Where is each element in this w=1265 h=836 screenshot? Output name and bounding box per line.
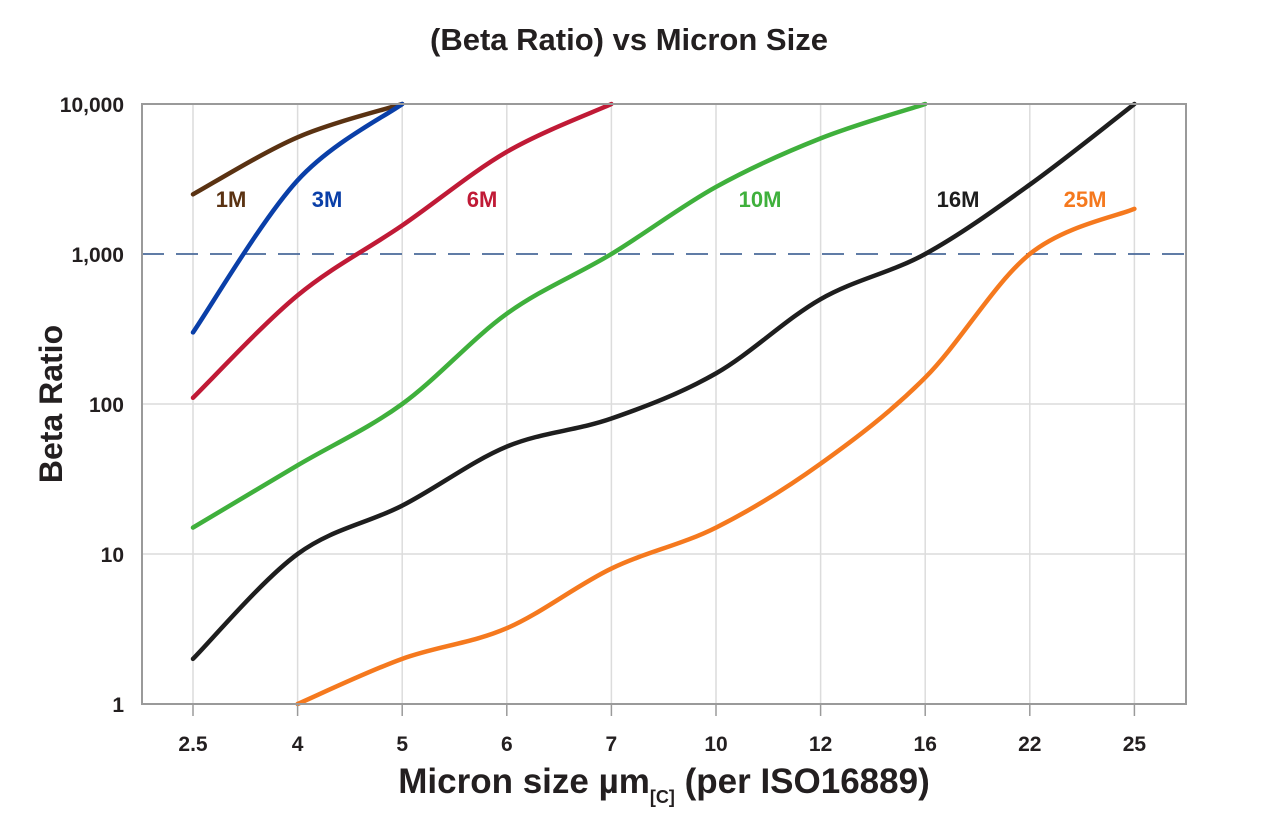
chart-title: (Beta Ratio) vs Micron Size: [430, 22, 828, 57]
x-tick-label: 10: [704, 733, 727, 756]
x-tick-label: 22: [1018, 733, 1041, 756]
x-axis-label-main: Micron size µm: [398, 762, 650, 801]
x-axis-label: Micron size µm[C] (per ISO16889): [398, 762, 929, 807]
y-tick-label: 10: [101, 544, 124, 567]
y-tick-label: 1: [112, 694, 124, 717]
series-line-25M: [295, 206, 1137, 707]
series-label-6M: 6M: [467, 187, 498, 212]
x-tick-label: 25: [1123, 733, 1147, 756]
x-tick-label: 5: [396, 733, 408, 756]
x-tick-label: 7: [606, 733, 618, 756]
series-label-10M: 10M: [739, 187, 782, 212]
series-label-3M: 3M: [312, 187, 343, 212]
y-tick-label: 1,000: [71, 244, 124, 267]
series-line-6M: [190, 101, 614, 401]
x-tick-label: 6: [501, 733, 513, 756]
x-axis-label-sub: [C]: [650, 787, 675, 807]
series-line-16M: [190, 101, 1137, 662]
x-tick-label: 2.5: [178, 733, 208, 756]
series-line-3M: [190, 101, 405, 335]
y-tick-label: 100: [89, 394, 124, 417]
x-axis-label-tail: (per ISO16889): [675, 762, 930, 801]
x-tick-label: 12: [809, 733, 832, 756]
series-line-10M: [190, 101, 928, 530]
y-tick-label: 10,000: [60, 94, 124, 117]
x-tick-label: 4: [292, 733, 304, 756]
series-label-25M: 25M: [1064, 187, 1107, 212]
plot-frame: [141, 103, 1187, 705]
y-axis-label: Beta Ratio: [33, 325, 69, 483]
x-tick-label: 16: [914, 733, 937, 756]
series-label-1M: 1M: [216, 187, 247, 212]
series-label-16M: 16M: [937, 187, 980, 212]
